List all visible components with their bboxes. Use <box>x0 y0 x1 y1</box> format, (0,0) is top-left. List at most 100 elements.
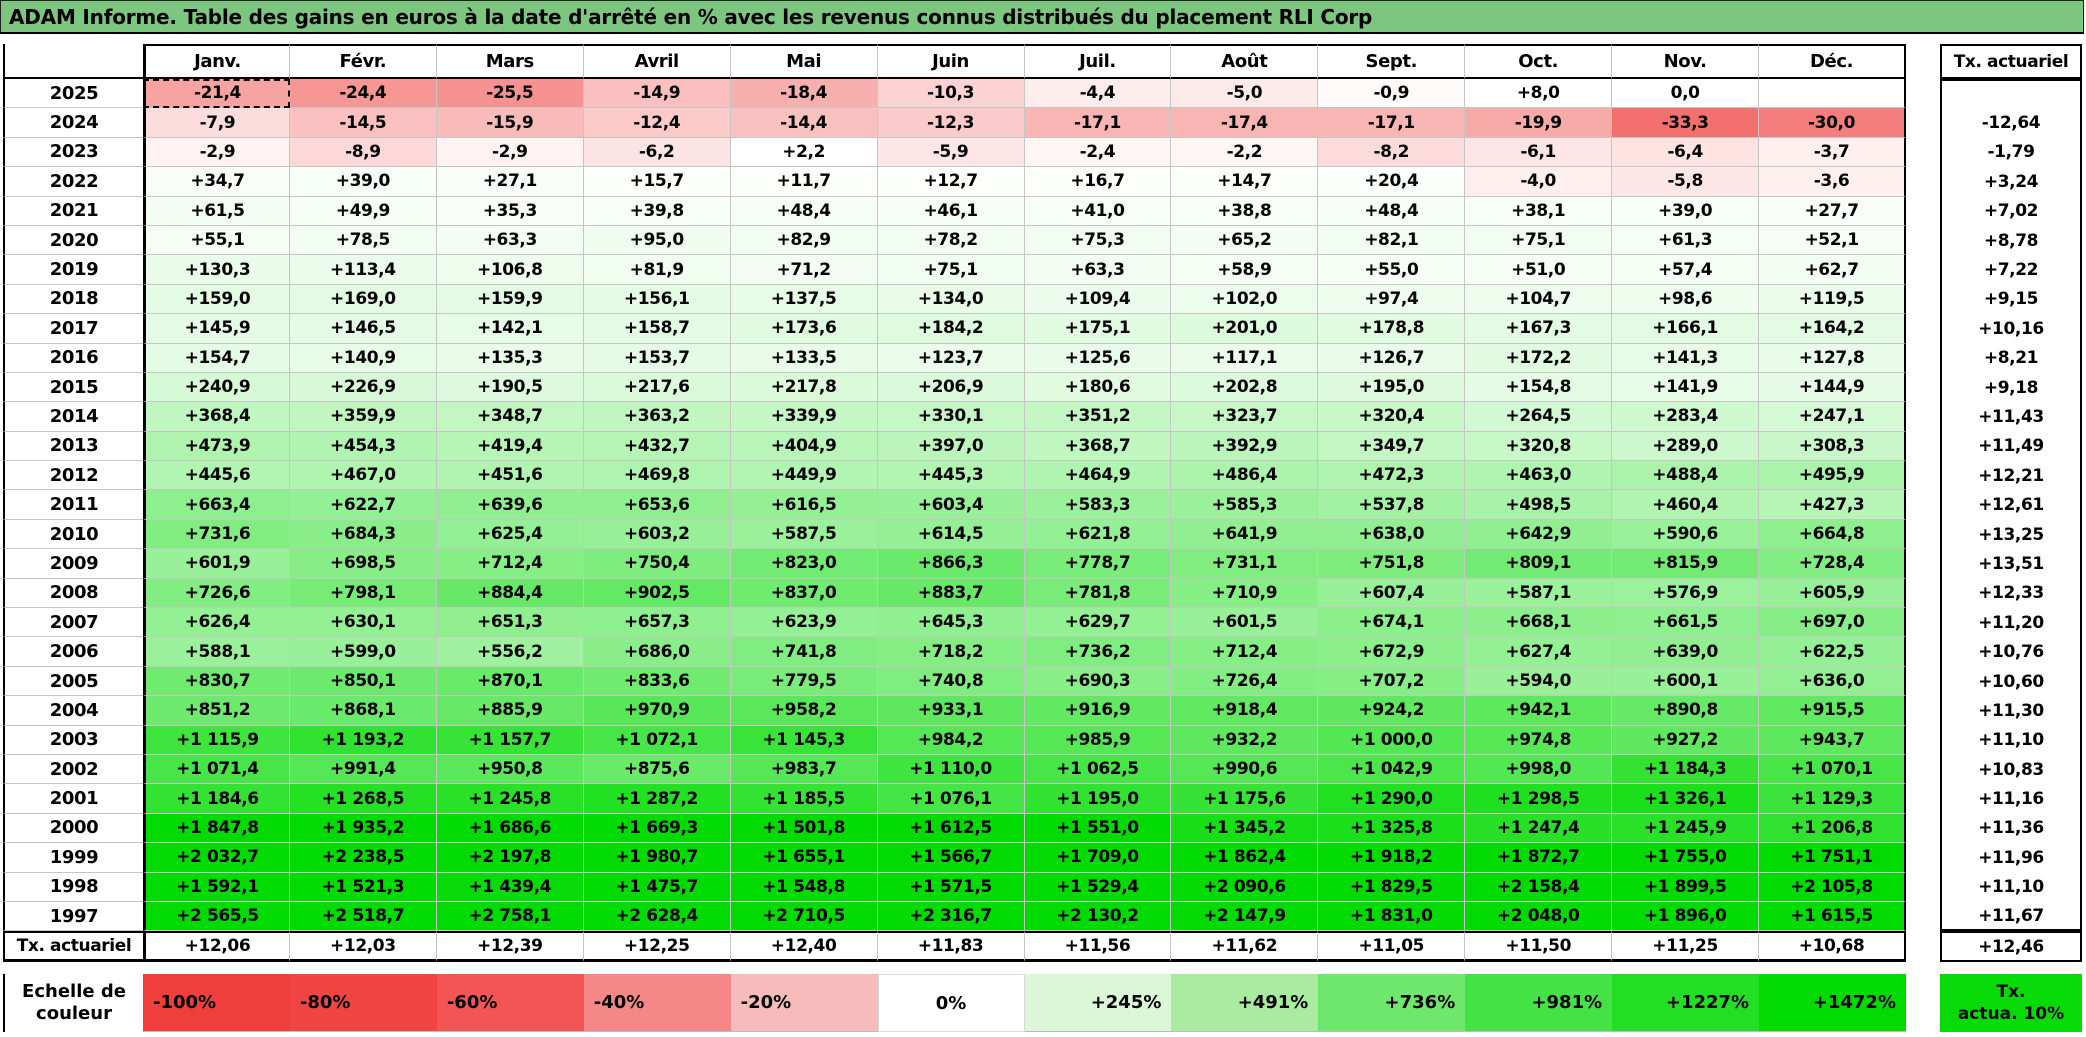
gain-cell[interactable]: +726,6 <box>143 578 290 609</box>
gain-cell[interactable]: -0,9 <box>1318 79 1466 109</box>
gain-cell[interactable]: +144,9 <box>1759 372 1906 403</box>
gain-cell[interactable]: +830,7 <box>143 666 290 697</box>
tx-actuariel-value[interactable]: +12,21 <box>1940 461 2082 491</box>
gain-cell[interactable]: +850,1 <box>289 666 437 697</box>
gain-cell[interactable]: +1 896,0 <box>1612 901 1760 932</box>
gain-cell[interactable]: +134,0 <box>877 284 1025 315</box>
gain-cell[interactable]: +469,8 <box>583 461 731 491</box>
gain-cell[interactable]: +607,4 <box>1318 578 1466 609</box>
gain-cell[interactable]: +698,5 <box>289 549 437 579</box>
tx-actuariel-value[interactable]: +11,43 <box>1940 402 2082 432</box>
gain-cell[interactable]: +2 238,5 <box>289 843 437 873</box>
tx-actuariel-value[interactable]: +11,67 <box>1940 901 2082 932</box>
legend-scale-cell[interactable]: 0% <box>877 974 1025 1032</box>
gain-cell[interactable]: +449,9 <box>730 461 878 491</box>
gain-cell[interactable]: -4,4 <box>1024 79 1172 109</box>
gain-cell[interactable]: +684,3 <box>289 519 437 550</box>
gain-cell[interactable]: +1 501,8 <box>730 813 878 844</box>
gain-cell[interactable]: +629,7 <box>1024 608 1172 638</box>
gain-cell[interactable]: +587,5 <box>730 519 878 550</box>
gain-cell[interactable]: +1 206,8 <box>1759 813 1906 844</box>
gain-cell[interactable]: +990,6 <box>1171 754 1319 785</box>
gain-cell[interactable]: +664,8 <box>1759 519 1906 550</box>
gain-cell[interactable]: +48,4 <box>730 196 878 226</box>
gain-cell[interactable]: +1 245,9 <box>1612 813 1760 844</box>
gain-cell[interactable]: -14,5 <box>289 108 437 138</box>
legend-scale-cell[interactable]: +491% <box>1171 974 1319 1032</box>
gain-cell[interactable]: +166,1 <box>1612 314 1760 344</box>
gain-cell[interactable]: +1 592,1 <box>143 872 290 902</box>
gain-cell[interactable]: +349,7 <box>1318 431 1466 462</box>
month-header-9[interactable]: Sept. <box>1318 44 1466 79</box>
gain-cell[interactable]: +71,2 <box>730 255 878 285</box>
gain-cell[interactable]: +289,0 <box>1612 431 1760 462</box>
gain-cell[interactable]: +902,5 <box>583 578 731 609</box>
gain-cell[interactable]: +173,6 <box>730 314 878 344</box>
gain-cell[interactable]: +109,4 <box>1024 284 1172 315</box>
gain-cell[interactable]: +127,8 <box>1759 343 1906 373</box>
gain-cell[interactable]: +1 326,1 <box>1612 784 1760 814</box>
gain-cell[interactable]: +1 071,4 <box>143 754 290 785</box>
gain-cell[interactable]: +27,1 <box>436 167 584 197</box>
summary-tx-cell[interactable]: +12,40 <box>730 931 878 963</box>
gain-cell[interactable]: +1 475,7 <box>583 872 731 902</box>
gain-cell[interactable]: +728,4 <box>1759 549 1906 579</box>
tx-actuariel-value[interactable]: +3,24 <box>1940 167 2082 197</box>
tx-actuariel-value[interactable]: +11,96 <box>1940 843 2082 873</box>
gain-cell[interactable]: +556,2 <box>436 637 584 667</box>
gain-cell[interactable]: +463,0 <box>1465 461 1613 491</box>
gain-cell[interactable]: +614,5 <box>877 519 1025 550</box>
gain-cell[interactable]: +195,0 <box>1318 372 1466 403</box>
gain-cell[interactable]: +63,3 <box>1024 255 1172 285</box>
gain-cell[interactable]: +1 935,2 <box>289 813 437 844</box>
summary-tx-cell[interactable]: +12,06 <box>143 931 290 963</box>
gain-cell[interactable]: +2 197,8 <box>436 843 584 873</box>
gain-cell[interactable]: +983,7 <box>730 754 878 785</box>
gain-cell[interactable]: -7,9 <box>143 108 290 138</box>
gain-cell[interactable]: +283,4 <box>1612 402 1760 432</box>
gain-cell[interactable]: +1 072,1 <box>583 725 731 755</box>
gain-cell[interactable]: +78,5 <box>289 225 437 256</box>
gain-cell[interactable]: +1 042,9 <box>1318 754 1466 785</box>
gain-cell[interactable]: +460,4 <box>1612 490 1760 520</box>
gain-cell[interactable]: +2 710,5 <box>730 901 878 932</box>
gain-cell[interactable]: +798,1 <box>289 578 437 609</box>
gain-cell[interactable]: +180,6 <box>1024 372 1172 403</box>
gain-cell[interactable]: +167,3 <box>1465 314 1613 344</box>
gain-cell[interactable]: +833,6 <box>583 666 731 697</box>
gain-cell[interactable]: +1 612,5 <box>877 813 1025 844</box>
gain-cell[interactable]: +95,0 <box>583 225 731 256</box>
gain-cell[interactable]: +712,4 <box>1171 637 1319 667</box>
gain-cell[interactable]: +927,2 <box>1612 725 1760 755</box>
gain-cell[interactable]: +1 899,5 <box>1612 872 1760 902</box>
gain-cell[interactable]: +731,6 <box>143 519 290 550</box>
gain-cell[interactable]: +1 129,3 <box>1759 784 1906 814</box>
tx-actuariel-value[interactable]: -1,79 <box>1940 137 2082 168</box>
tx-actuariel-value[interactable]: +8,78 <box>1940 225 2082 256</box>
gain-cell[interactable]: +2 147,9 <box>1171 901 1319 932</box>
gain-cell[interactable]: +883,7 <box>877 578 1025 609</box>
tx-actuariel-value[interactable]: +12,61 <box>1940 490 2082 520</box>
gain-cell[interactable]: +184,2 <box>877 314 1025 344</box>
gain-cell[interactable]: +1 184,3 <box>1612 754 1760 785</box>
summary-tx-cell[interactable]: +10,68 <box>1759 931 1906 963</box>
gain-cell[interactable]: +158,7 <box>583 314 731 344</box>
gain-cell[interactable]: +1 110,0 <box>877 754 1025 785</box>
tx-actuariel-value[interactable]: +11,30 <box>1940 696 2082 726</box>
gain-cell[interactable]: -12,3 <box>877 108 1025 138</box>
gain-cell[interactable]: +712,4 <box>436 549 584 579</box>
gain-cell[interactable]: +750,4 <box>583 549 731 579</box>
tx-actuariel-value[interactable]: +7,22 <box>1940 255 2082 285</box>
gain-cell[interactable]: +697,0 <box>1759 608 1906 638</box>
gain-cell[interactable]: +1 615,5 <box>1759 901 1906 932</box>
gain-cell[interactable]: +661,5 <box>1612 608 1760 638</box>
gain-cell[interactable]: +2 090,6 <box>1171 872 1319 902</box>
gain-cell[interactable]: +175,1 <box>1024 314 1172 344</box>
tx-actuariel-value[interactable]: +13,51 <box>1940 549 2082 579</box>
gain-cell[interactable]: +866,3 <box>877 549 1025 579</box>
gain-cell[interactable]: -2,9 <box>436 137 584 168</box>
gain-cell[interactable]: +1 157,7 <box>436 725 584 755</box>
gain-cell[interactable]: +27,7 <box>1759 196 1906 226</box>
gain-cell[interactable]: +206,9 <box>877 372 1025 403</box>
gain-cell[interactable]: +668,1 <box>1465 608 1613 638</box>
